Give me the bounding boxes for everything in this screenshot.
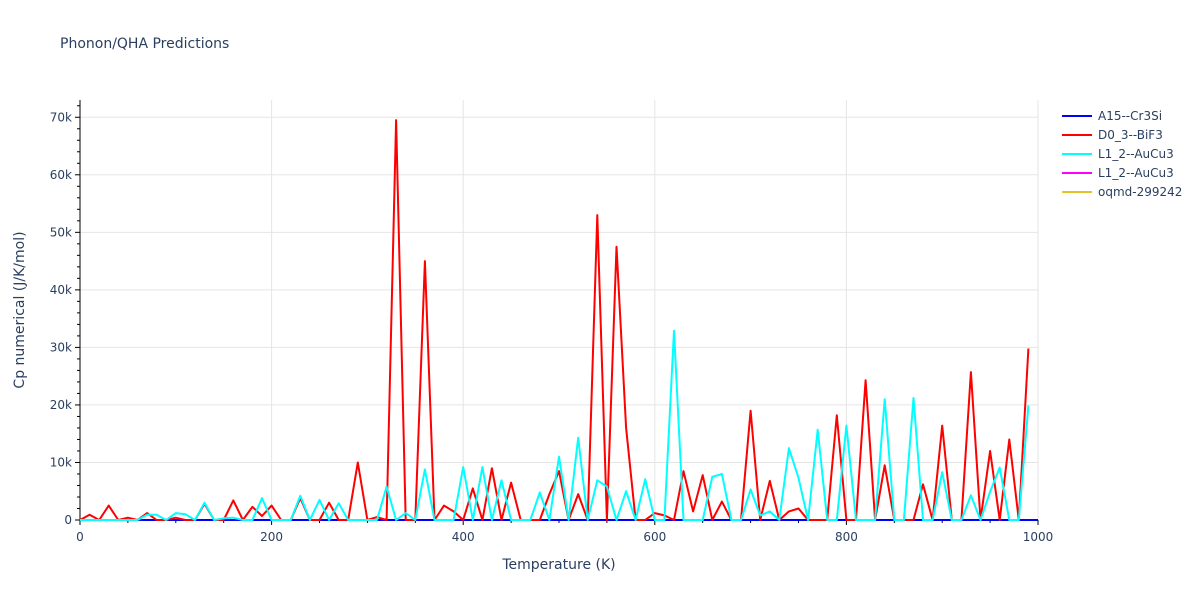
grid-layer: [80, 100, 1039, 520]
x-tick-label: 200: [260, 530, 283, 544]
y-tick-label: 40k: [50, 283, 72, 297]
tick-labels: 0 200 400 600 800 1000 0 10k 20k 30k 40k 50k 60k 70k: [50, 110, 1053, 544]
legend-item[interactable]: oqmd-299242: [1062, 182, 1182, 201]
legend-item[interactable]: L1_2--AuCu3: [1062, 163, 1182, 182]
y-tick-label: 10k: [50, 455, 72, 469]
series-line-l1-2-aucu3: [80, 329, 1030, 521]
x-tick-label: 0: [76, 530, 84, 544]
y-tick-label: 60k: [50, 168, 72, 182]
legend-swatch: [1062, 152, 1092, 155]
legend-swatch: [1062, 190, 1092, 193]
y-tick-label: 20k: [50, 398, 72, 412]
legend-label: A15--Cr3Si: [1098, 108, 1163, 123]
legend-label: L1_2--AuCu3: [1098, 146, 1174, 161]
x-tick-label: 400: [452, 530, 475, 544]
x-tick-label: 1000: [1023, 530, 1054, 544]
y-axis-title: Cp numerical (J/K/mol): [12, 231, 28, 388]
legend-item[interactable]: D0_3--BiF3: [1062, 125, 1182, 144]
legend[interactable]: A15--Cr3Si D0_3--BiF3 L1_2--AuCu3 L1_2--AuC…: [1062, 106, 1182, 201]
x-axis-title: Temperature (K): [501, 557, 615, 573]
legend-item[interactable]: A15--Cr3Si: [1062, 106, 1182, 125]
y-tick-label: 70k: [50, 110, 72, 124]
chart-title: Phonon/QHA Predictions: [60, 36, 230, 52]
y-tick-label: 50k: [50, 225, 72, 239]
legend-label: L1_2--AuCu3: [1098, 165, 1174, 180]
legend-swatch: [1062, 133, 1092, 136]
x-tick-label: 800: [835, 530, 858, 544]
axes-layer: [75, 100, 1039, 525]
series-line-d0-3-bif3: [79, 119, 1030, 521]
y-tick-label: 30k: [50, 340, 72, 354]
y-tick-label: 0: [64, 513, 72, 527]
legend-swatch: [1062, 114, 1092, 117]
legend-item[interactable]: L1_2--AuCu3: [1062, 144, 1182, 163]
legend-label: D0_3--BiF3: [1098, 127, 1163, 142]
legend-swatch: [1062, 171, 1092, 174]
series-layer: [79, 119, 1038, 521]
legend-label: oqmd-299242: [1098, 184, 1183, 199]
x-tick-label: 600: [643, 530, 666, 544]
